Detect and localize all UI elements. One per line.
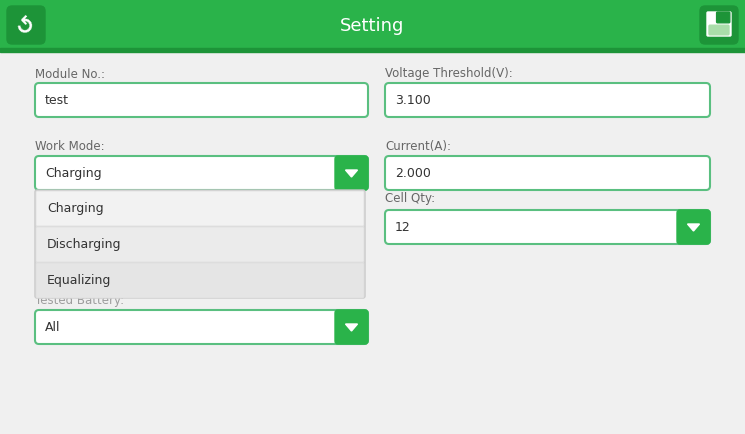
Polygon shape — [346, 324, 358, 331]
Bar — [0, 52, 745, 434]
Bar — [0, 49, 745, 53]
FancyBboxPatch shape — [385, 84, 710, 118]
FancyBboxPatch shape — [7, 7, 45, 45]
FancyBboxPatch shape — [35, 310, 368, 344]
FancyBboxPatch shape — [335, 310, 368, 344]
Text: test: test — [45, 94, 69, 107]
FancyBboxPatch shape — [35, 157, 368, 191]
Text: Setting: Setting — [340, 17, 405, 35]
FancyBboxPatch shape — [36, 191, 364, 227]
FancyBboxPatch shape — [35, 84, 368, 118]
Text: Work Mode:: Work Mode: — [35, 140, 104, 153]
FancyBboxPatch shape — [385, 157, 710, 191]
FancyBboxPatch shape — [677, 210, 710, 244]
FancyBboxPatch shape — [36, 263, 364, 298]
FancyBboxPatch shape — [335, 157, 368, 191]
FancyBboxPatch shape — [36, 227, 364, 263]
Text: Voltage Threshold(V):: Voltage Threshold(V): — [385, 67, 513, 80]
FancyBboxPatch shape — [717, 13, 730, 24]
Bar — [0, 0, 745, 52]
Text: Charging: Charging — [47, 202, 104, 215]
Polygon shape — [346, 171, 358, 178]
Text: 2.000: 2.000 — [395, 167, 431, 180]
FancyBboxPatch shape — [700, 7, 738, 45]
Text: Equalizing: Equalizing — [47, 274, 111, 287]
FancyBboxPatch shape — [707, 13, 731, 37]
Text: Charging: Charging — [45, 167, 101, 180]
Text: Cell Qty:: Cell Qty: — [385, 192, 435, 205]
Text: 12: 12 — [395, 221, 410, 234]
Text: 3.100: 3.100 — [395, 94, 431, 107]
Text: Current(A):: Current(A): — [385, 140, 451, 153]
Text: Tested Battery:: Tested Battery: — [35, 294, 124, 307]
Text: All: All — [45, 321, 60, 334]
FancyBboxPatch shape — [35, 191, 365, 298]
Text: ↺: ↺ — [13, 12, 39, 39]
FancyBboxPatch shape — [385, 210, 710, 244]
FancyBboxPatch shape — [709, 26, 729, 36]
Polygon shape — [688, 224, 700, 231]
Text: Discharging: Discharging — [47, 238, 121, 251]
Text: Module No.:: Module No.: — [35, 67, 105, 80]
